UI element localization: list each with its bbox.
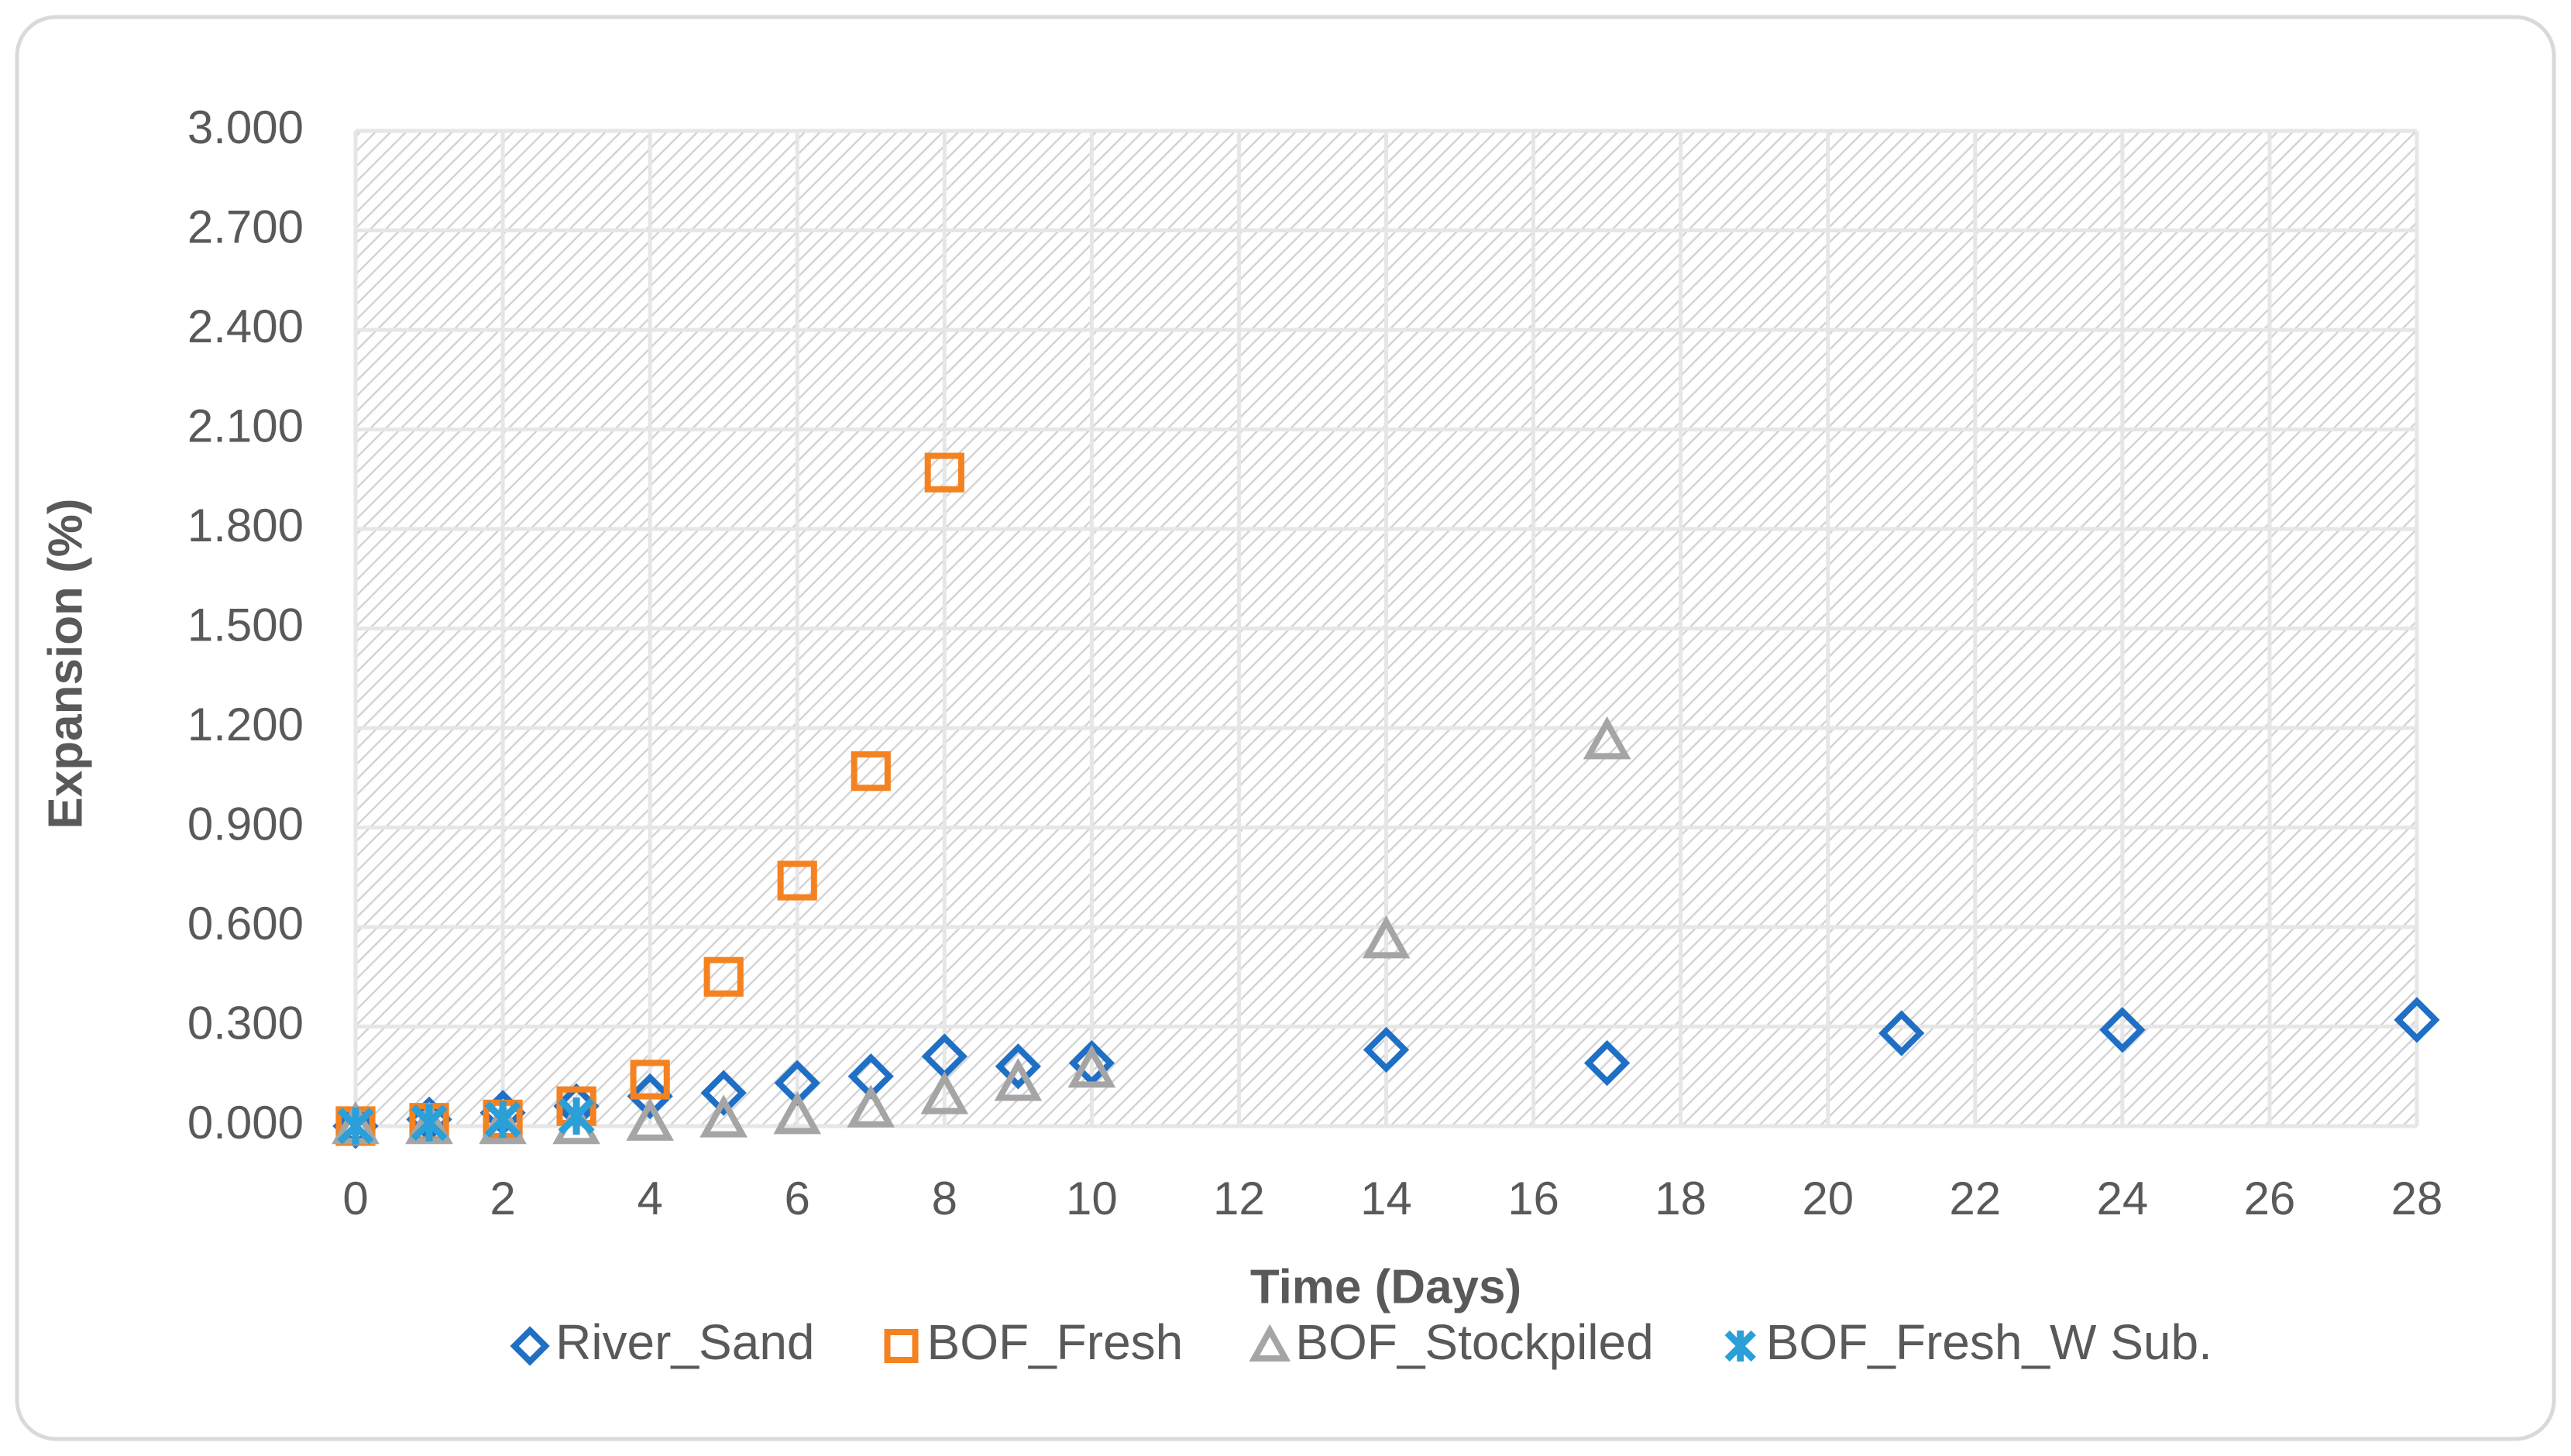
marker-star — [411, 1104, 448, 1142]
marker-star — [484, 1101, 521, 1138]
marker-diamond — [1363, 1026, 1410, 1073]
x-tick-label: 8 — [932, 1173, 957, 1224]
x-tick-label: 6 — [785, 1173, 810, 1224]
y-tick-label: 2.100 — [187, 400, 304, 452]
marker-diamond — [995, 1043, 1041, 1090]
marker-diamond — [627, 1073, 673, 1120]
legend: River_Sand BOF_Fresh BOF_Stockpiled BOF_Fre… — [510, 1314, 2212, 1370]
y-tick-label: 0.000 — [187, 1097, 304, 1149]
y-tick-label: 1.800 — [187, 500, 304, 551]
x-tick-label: 2 — [490, 1173, 515, 1224]
x-tick-label: 28 — [2391, 1173, 2443, 1224]
x-tick-label: 12 — [1213, 1173, 1265, 1224]
legend-label: BOF_Stockpiled — [1295, 1314, 1653, 1370]
marker-square — [884, 1329, 919, 1363]
legend-marker — [1249, 1324, 1291, 1362]
marker-triangle — [847, 1084, 895, 1128]
marker-diamond — [510, 1326, 550, 1366]
x-tick-label: 26 — [2244, 1173, 2296, 1224]
marker-star — [337, 1107, 374, 1145]
x-tick-label: 4 — [637, 1173, 662, 1224]
marker-triangle — [994, 1058, 1043, 1101]
legend-label: BOF_Fresh — [927, 1314, 1184, 1370]
marker-square — [777, 860, 817, 901]
x-tick-label: 24 — [2096, 1173, 2148, 1224]
marker-diamond — [700, 1070, 747, 1116]
marker-triangle — [920, 1071, 969, 1114]
marker-triangle — [1362, 915, 1411, 959]
marker-triangle — [773, 1090, 822, 1135]
marker-square — [630, 1059, 670, 1100]
y-tick-label: 3.000 — [187, 101, 304, 153]
y-tick-label: 0.600 — [187, 898, 304, 949]
marker-diamond — [1878, 1010, 1925, 1056]
marker-diamond — [1583, 1039, 1631, 1087]
legend-label: River_Sand — [555, 1314, 814, 1370]
marker-square — [703, 956, 744, 997]
x-tick-label: 16 — [1507, 1173, 1559, 1224]
x-tick-label: 22 — [1949, 1173, 2001, 1224]
legend-label: BOF_Fresh_W Sub. — [1766, 1314, 2212, 1370]
x-tick-label: 14 — [1360, 1173, 1412, 1224]
legend-marker — [884, 1329, 919, 1363]
marker-square — [851, 751, 891, 792]
x-tick-label: 18 — [1655, 1173, 1707, 1224]
marker-triangle — [1249, 1324, 1291, 1362]
x-tick-label: 0 — [342, 1173, 368, 1224]
x-axis-title: Time (Days) — [1250, 1260, 1521, 1313]
marker-triangle — [1067, 1044, 1116, 1088]
marker-diamond — [2099, 1007, 2146, 1053]
marker-triangle — [699, 1094, 748, 1138]
y-tick-label: 0.900 — [187, 798, 304, 850]
marker-square — [924, 452, 964, 493]
x-tick-label: 20 — [1802, 1173, 1854, 1224]
y-axis-title: Expansion (%) — [39, 498, 92, 829]
legend-marker — [1724, 1330, 1756, 1362]
y-tick-label: 1.500 — [187, 599, 304, 651]
marker-diamond — [2394, 997, 2440, 1043]
marker-star — [1724, 1330, 1756, 1362]
y-tick-label: 2.400 — [187, 300, 304, 352]
legend-marker — [510, 1326, 550, 1366]
marker-triangle — [1583, 716, 1631, 760]
x-tick-label: 10 — [1066, 1173, 1118, 1224]
y-tick-label: 2.700 — [187, 201, 304, 252]
marker-star — [558, 1097, 595, 1135]
y-tick-label: 0.300 — [187, 997, 304, 1049]
marker-triangle — [626, 1097, 674, 1141]
y-tick-label: 1.200 — [187, 699, 304, 750]
